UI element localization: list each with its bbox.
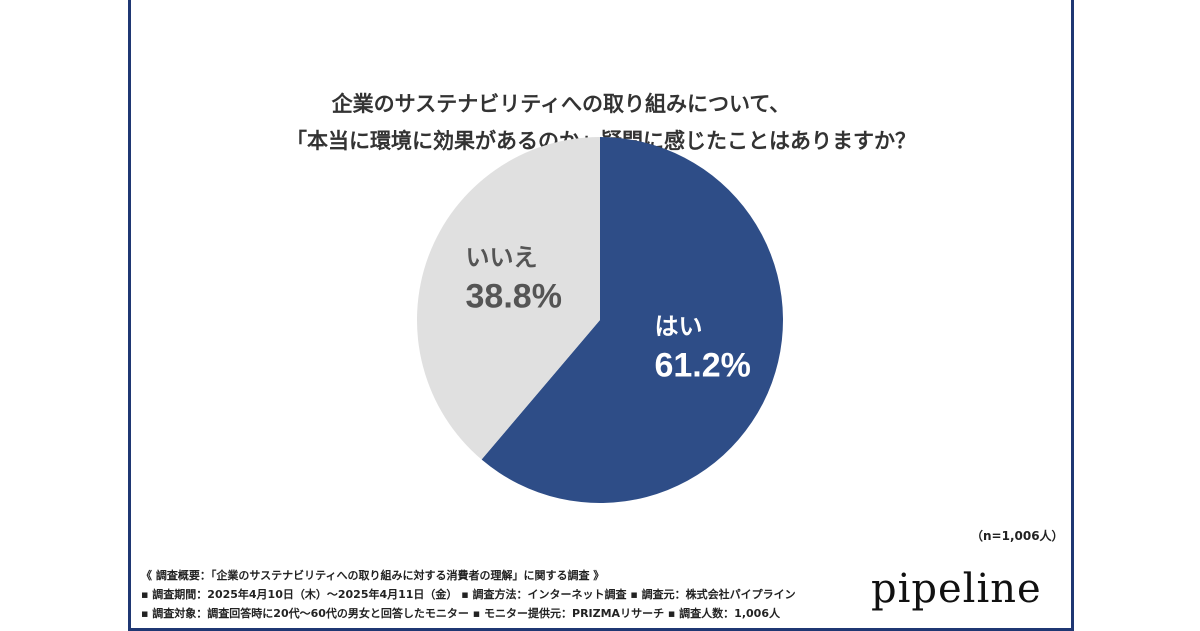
- survey-note: ▪ 調査対象：調査回答時に20代～60代の男女と回答したモニター ▪ モニター提…: [141, 607, 780, 620]
- slice-value-label: 61.2%: [654, 347, 750, 385]
- chart-frame: 企業のサステナビリティへの取り組みについて、 「本当に環境に効果があるのか」疑問…: [128, 0, 1074, 631]
- pipeline-logo: pipeline: [871, 566, 1042, 612]
- survey-notes: 《 調査概要：「企業のサステナビリティへの取り組みに対する消費者の理解」に関する…: [141, 566, 796, 623]
- slice-label: はい: [654, 313, 702, 341]
- chart-title-line-1: 企業のサステナビリティへの取り組みについて、: [331, 92, 791, 116]
- pie-slice-1: [417, 137, 600, 460]
- survey-note: 《 調査概要：「企業のサステナビリティへの取り組みに対する消費者の理解」に関する…: [141, 569, 605, 582]
- pie-slice-0: [481, 137, 784, 503]
- survey-note: ▪ 調査期間：2025年4月10日（木）～2025年4月11日（金） ▪ 調査方…: [141, 588, 796, 601]
- slice-label: いいえ: [466, 243, 538, 271]
- sample-size: （n=1,006人）: [971, 529, 1064, 543]
- slice-value-label: 38.8%: [466, 277, 562, 315]
